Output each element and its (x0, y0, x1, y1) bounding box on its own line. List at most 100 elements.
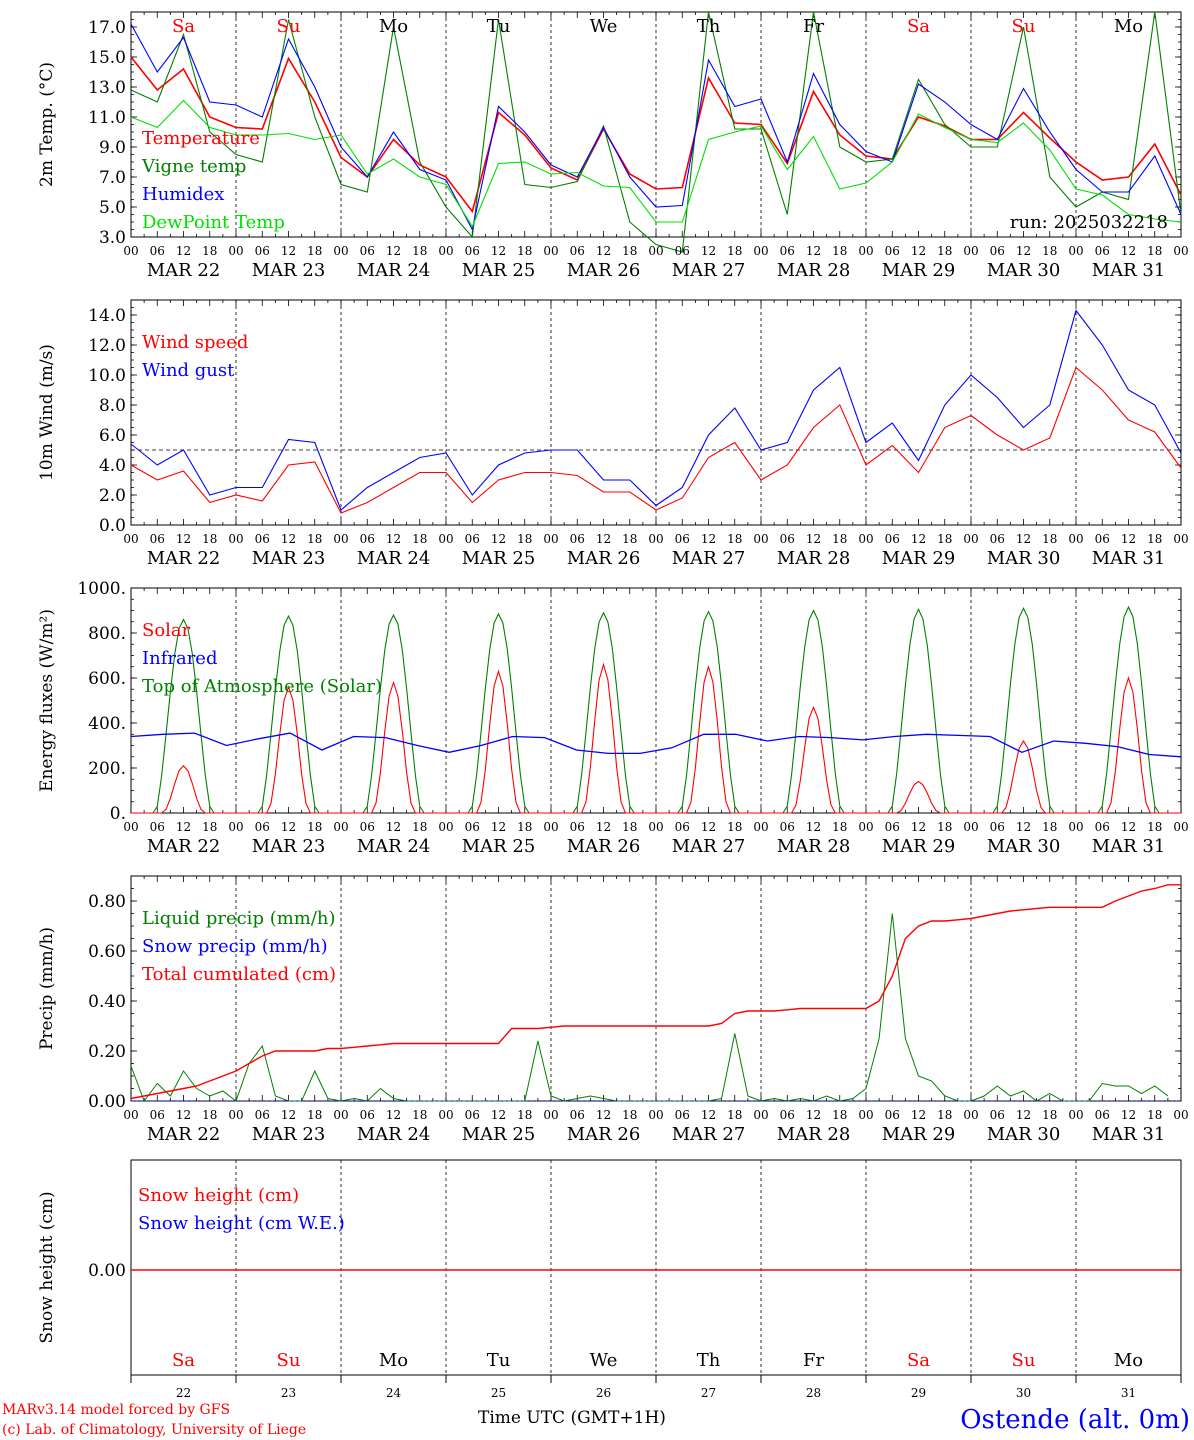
date-label: MAR 30 (987, 548, 1061, 569)
hour-label: 00 (648, 1108, 663, 1122)
solar-line (131, 662, 1181, 814)
hour-label: 12 (1016, 820, 1031, 834)
weekday-label: Mo (1114, 1350, 1143, 1371)
hour-label: 00 (333, 1108, 348, 1122)
hour-label: 06 (1095, 1108, 1110, 1122)
hour-label: 06 (675, 1108, 690, 1122)
hour-label: 18 (517, 532, 532, 546)
y-tick-label: 15.0 (88, 48, 126, 68)
y-tick-label: 10.0 (88, 366, 126, 386)
hour-label: 12 (911, 244, 926, 258)
plot-frame (130, 11, 1182, 238)
credit-line-1: MARv3.14 model forced by GFS (2, 1402, 230, 1418)
date-label: MAR 29 (882, 836, 956, 857)
date-label: MAR 22 (147, 836, 221, 857)
weekday-label: We (590, 16, 618, 37)
hour-label: 12 (1121, 532, 1136, 546)
hour-label: 18 (1042, 532, 1057, 546)
hour-label: 00 (963, 532, 978, 546)
y-tick-label: 200. (88, 759, 126, 779)
hour-label: 00 (228, 820, 243, 834)
legend-entry: DewPoint Temp (142, 212, 285, 233)
weekday-label: Sa (172, 16, 195, 37)
hour-label: 06 (675, 244, 690, 258)
hour-label: 12 (1121, 244, 1136, 258)
hour-label: 06 (360, 532, 375, 546)
hour-label: 18 (937, 1108, 952, 1122)
hour-label: 00 (543, 532, 558, 546)
hour-label: 00 (963, 244, 978, 258)
day-number-label: 29 (911, 1386, 926, 1400)
date-label: MAR 22 (147, 548, 221, 569)
y-tick-label: 7.0 (99, 168, 126, 188)
infrared-line (130, 732, 1182, 758)
hour-label: 06 (465, 1108, 480, 1122)
day-number-label: 28 (806, 1386, 821, 1400)
date-label: MAR 23 (252, 1124, 326, 1145)
y-tick-label: 400. (88, 714, 126, 734)
hour-label: 18 (202, 244, 217, 258)
date-label: MAR 31 (1092, 548, 1166, 569)
hour-label: 18 (307, 244, 322, 258)
hour-label: 18 (1042, 820, 1057, 834)
hour-label: 12 (281, 820, 296, 834)
y-tick-label: 13.0 (88, 78, 126, 98)
date-label: MAR 23 (252, 836, 326, 857)
hour-label: 00 (333, 820, 348, 834)
hour-label: 06 (780, 1108, 795, 1122)
hour-label: 06 (255, 532, 270, 546)
footer: MARv3.14 model forced by GFS (c) Lab. of… (2, 1402, 1190, 1438)
temperature-series-line (130, 99, 1182, 228)
hour-label: 18 (622, 532, 637, 546)
hour-label: 00 (438, 532, 453, 546)
y-tick-label: 1000. (77, 579, 126, 599)
hour-label: 00 (963, 1108, 978, 1122)
y-tick-label: 0.0 (99, 516, 126, 536)
hour-label: 12 (1121, 1108, 1136, 1122)
hour-label: 06 (1095, 244, 1110, 258)
hour-label: 18 (727, 532, 742, 546)
hour-label: 18 (307, 532, 322, 546)
hour-label: 12 (596, 244, 611, 258)
plot-frame (130, 299, 1182, 526)
hour-label: 06 (150, 1108, 165, 1122)
date-label: MAR 27 (672, 1124, 746, 1145)
y-tick-label: 12.0 (88, 336, 126, 356)
hour-label: 12 (491, 532, 506, 546)
hour-label: 00 (753, 244, 768, 258)
series-group (130, 56, 1182, 214)
hour-label: 12 (701, 532, 716, 546)
day-number-label: 31 (1121, 1386, 1136, 1400)
date-label: MAR 30 (987, 1124, 1061, 1145)
date-label: MAR 25 (462, 1124, 536, 1145)
legend-entry: Total cumulated (cm) (142, 964, 336, 985)
energy-flux-panel: 0. 200. 400. 600. 800. 1000. Energy fluxes (W/… (37, 579, 1189, 857)
y-tick-label: 0.40 (88, 992, 126, 1012)
hour-label: 00 (438, 820, 453, 834)
date-label: MAR 23 (252, 260, 326, 281)
hour-label: 12 (596, 1108, 611, 1122)
hour-label: 18 (1147, 1108, 1162, 1122)
date-label: MAR 24 (357, 836, 431, 857)
hour-label: 00 (963, 820, 978, 834)
series-group (130, 23, 1182, 232)
weekday-label: Mo (1114, 16, 1143, 37)
hour-label: 00 (228, 244, 243, 258)
legend-entry: Infrared (142, 648, 217, 669)
series-group (130, 99, 1182, 228)
legend-entry: Snow precip (mm/h) (142, 936, 328, 957)
hour-label: 06 (150, 244, 165, 258)
hour-label: 06 (360, 820, 375, 834)
legend-entry: Temperature (142, 128, 260, 149)
y-tick-label: 3.0 (99, 228, 126, 248)
weekday-label: Sa (907, 1350, 930, 1371)
weekday-label: Sa (172, 1350, 195, 1371)
date-label: MAR 28 (777, 260, 851, 281)
weekday-label: We (590, 1350, 618, 1371)
hour-label: 12 (806, 820, 821, 834)
hour-label: 12 (176, 244, 191, 258)
precip-panel: 0.00 0.20 0.40 0.60 0.80 Precip (mm/h) Liquid … (37, 875, 1189, 1145)
y-tick-label: 11.0 (88, 108, 126, 128)
hour-label: 00 (333, 244, 348, 258)
hour-label: 18 (832, 532, 847, 546)
